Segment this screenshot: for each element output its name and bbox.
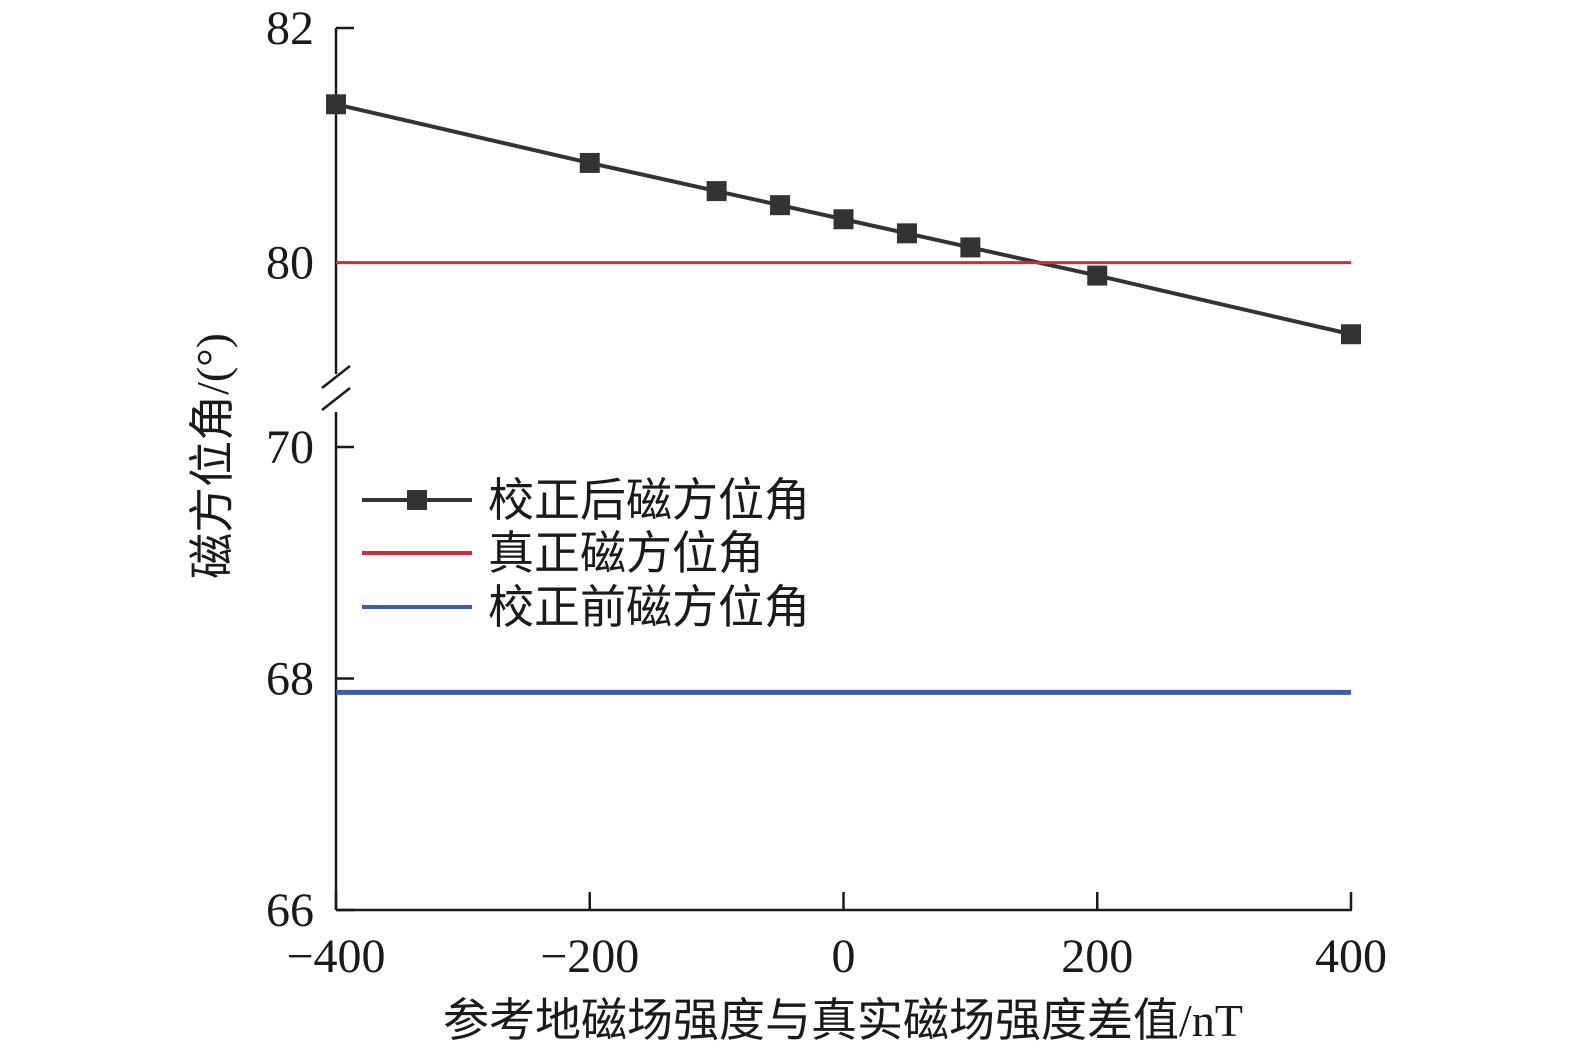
data-point-marker [896,223,917,244]
x-tick-label: −200 [540,930,639,983]
data-point-marker [706,181,727,202]
legend-label: 真正磁方位角 [488,528,764,579]
x-tick-label: 400 [1315,930,1387,983]
x-tick-label: −400 [286,930,385,983]
legend-marker [407,490,427,510]
data-point-marker [1341,324,1361,345]
axes: 80 82 66 68 70 −400 −200 0 200 400 [266,2,1387,983]
data-point-marker [326,94,346,115]
data-point-marker [960,237,981,258]
y-tick-label: 66 [266,884,314,937]
x-tick-label: 200 [1061,930,1133,983]
legend-label: 校正前磁方位角 [488,582,810,633]
y-axis-break-mark [321,365,351,389]
y-axis-break-mark [321,387,351,411]
x-tick-label: 0 [832,930,856,983]
data-point-marker [833,209,854,230]
data-point-marker [579,152,600,173]
data-point-marker [770,195,791,216]
y-tick-label: 68 [266,653,314,706]
y-tick-label: 70 [266,421,314,474]
legend-label: 校正后磁方位角 [488,475,810,526]
y-tick-label: 80 [266,237,314,290]
y-tick-label: 82 [266,2,314,55]
x-axis-title: 参考地磁场强度与真实磁场强度差值/nT [443,995,1243,1046]
series-layer [326,94,1361,695]
data-point-marker [1087,265,1108,286]
y-axis-title: 磁方位角/(°) [187,333,238,579]
